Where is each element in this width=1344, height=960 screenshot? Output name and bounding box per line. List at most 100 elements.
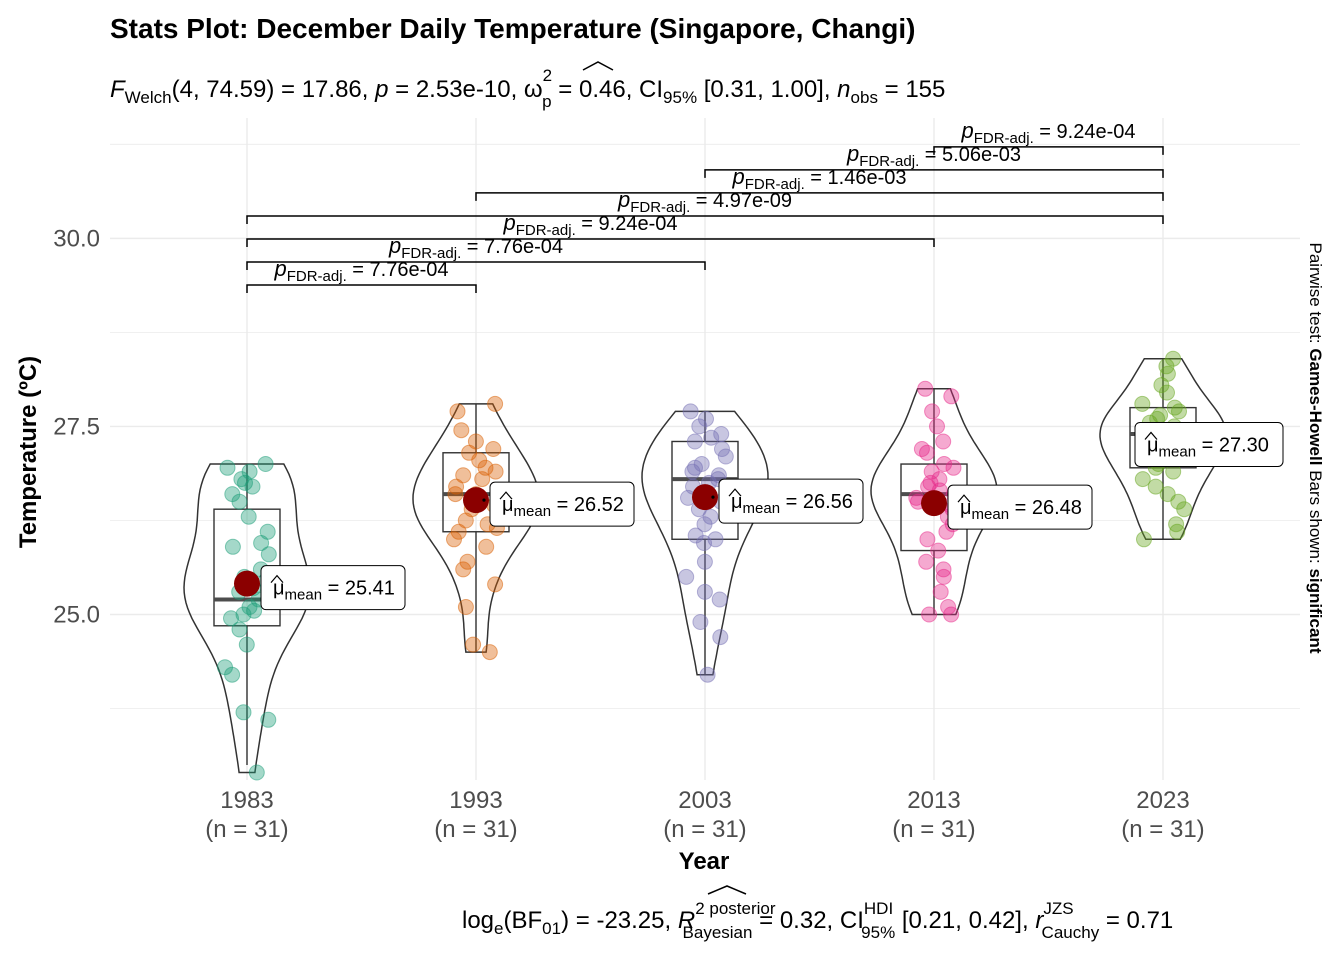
r-sup: JZS: [1043, 899, 1073, 918]
data-point: [691, 418, 708, 435]
omega-symbol: ω: [524, 76, 543, 103]
data-point: [453, 422, 470, 439]
chart-title: Stats Plot: December Daily Temperature (…: [110, 13, 915, 44]
pairwise-bracket: [246, 261, 706, 270]
mean-label-box: [718, 478, 864, 524]
data-point: [457, 599, 474, 615]
data-point: [246, 602, 263, 619]
pairwise-bracket: [933, 146, 1164, 155]
mean-label: μmean = 25.41: [273, 578, 395, 604]
mean-label-box: [1134, 421, 1284, 467]
r-sub: Cauchy: [1042, 923, 1100, 942]
data-point: [930, 542, 947, 559]
mean-label-box: [489, 481, 635, 527]
pairwise-bracket: [246, 284, 477, 294]
x-tick-label: 1983: [220, 787, 273, 814]
data-point: [684, 463, 701, 480]
data-point: [686, 433, 703, 450]
cap-ci-sub: 95%: [861, 923, 895, 942]
cap-ci-label: CI: [840, 907, 864, 934]
data-point: [257, 456, 274, 472]
data-point: [487, 395, 504, 412]
data-point: [1136, 531, 1152, 548]
data-point: [932, 583, 949, 600]
n-sub: obs: [851, 88, 878, 107]
bf-close: ): [561, 907, 569, 934]
r-value: 0.71: [1127, 907, 1174, 934]
f-args: (4, 74.59): [172, 76, 275, 103]
violin: [1099, 357, 1227, 541]
mean-hat: [728, 488, 742, 497]
data-point: [696, 553, 713, 570]
data-point: [235, 704, 252, 721]
mean-label: μmean = 26.48: [960, 497, 1082, 523]
y-tick-label: 27.5: [53, 413, 100, 440]
data-point: [712, 629, 729, 646]
data-point: [224, 666, 241, 683]
x-tick-label: 1993: [449, 787, 502, 814]
data-point: [219, 459, 236, 476]
data-point: [238, 636, 255, 653]
data-point: [1134, 395, 1151, 412]
x-tick-label: 2023: [1136, 787, 1189, 814]
pairwise-label: pFDR-adj. = 4.97e-09: [617, 187, 792, 216]
data-point: [918, 553, 935, 570]
bf-value: -23.25: [596, 907, 664, 934]
data-point: [717, 448, 734, 465]
data-point: [699, 666, 716, 683]
pairwise-test-name: Games-Howell: [1306, 348, 1325, 465]
omega-value: 0.46: [579, 76, 626, 103]
mean-label-box: [260, 565, 406, 611]
data-point: [714, 441, 730, 457]
f-value: 17.86: [302, 76, 362, 103]
n-value: 155: [905, 76, 945, 103]
data-point: [917, 380, 934, 397]
data-point: [692, 614, 709, 630]
r2-symbol: R: [678, 907, 695, 934]
data-point: [943, 606, 960, 623]
data-point: [696, 535, 712, 551]
r2-hat: [707, 885, 747, 895]
p-symbol: p: [374, 76, 388, 103]
data-point: [253, 535, 270, 551]
x-tick-label: 2013: [907, 787, 960, 814]
omega-hat: [582, 61, 614, 71]
pairwise-bars: significant: [1306, 568, 1325, 653]
r2-value: 0.32: [780, 907, 827, 934]
mean-hat: [499, 491, 513, 500]
data-point: [481, 644, 498, 661]
data-point: [924, 403, 941, 420]
mean-hat: [1144, 431, 1158, 440]
chart-subtitle: FWelch(4, 74.59) = 17.86, p = 2.53e-10, …: [110, 66, 945, 111]
x-tick-labels: 1983(n = 31)1993(n = 31)2003(n = 31)2013…: [205, 787, 1204, 843]
cap-ci-value: [0.21, 0.42]: [902, 907, 1022, 934]
data-point: [711, 591, 728, 608]
omega-sub: p: [542, 92, 551, 111]
data-point: [1147, 478, 1164, 495]
data-point: [244, 478, 261, 495]
data-point: [487, 576, 504, 593]
data-point: [450, 523, 467, 540]
data-point: [478, 538, 495, 555]
y-axis-title: Temperature (ºC): [15, 356, 42, 548]
y-tick-label: 25.0: [53, 602, 100, 629]
x-tick-count: (n = 31): [205, 816, 288, 843]
data-point: [446, 531, 462, 548]
data-point: [919, 531, 936, 548]
r2-sup: 2 posterior: [695, 899, 776, 918]
data-point: [455, 561, 472, 578]
pairwise-label: pFDR-adj. = 9.24e-04: [960, 118, 1135, 147]
data-point: [487, 463, 504, 480]
mean-label: μmean = 27.30: [1147, 434, 1269, 460]
data-point: [260, 546, 277, 563]
data-point: [919, 444, 935, 461]
data-point: [935, 568, 952, 585]
y-tick-labels: 25.0 27.5 30.0: [53, 225, 100, 628]
n-symbol: n: [837, 76, 850, 103]
data-point: [945, 459, 962, 476]
data-point: [1171, 403, 1187, 420]
mean-label: μmean = 26.56: [731, 491, 853, 517]
groups-layer: μmean = 25.41 μmean = 26.52 μmean = 26.56 μ…: [183, 350, 1284, 781]
pairwise-label: pFDR-adj. = 5.06e-03: [846, 141, 1021, 170]
x-tick-label: 2003: [678, 787, 731, 814]
